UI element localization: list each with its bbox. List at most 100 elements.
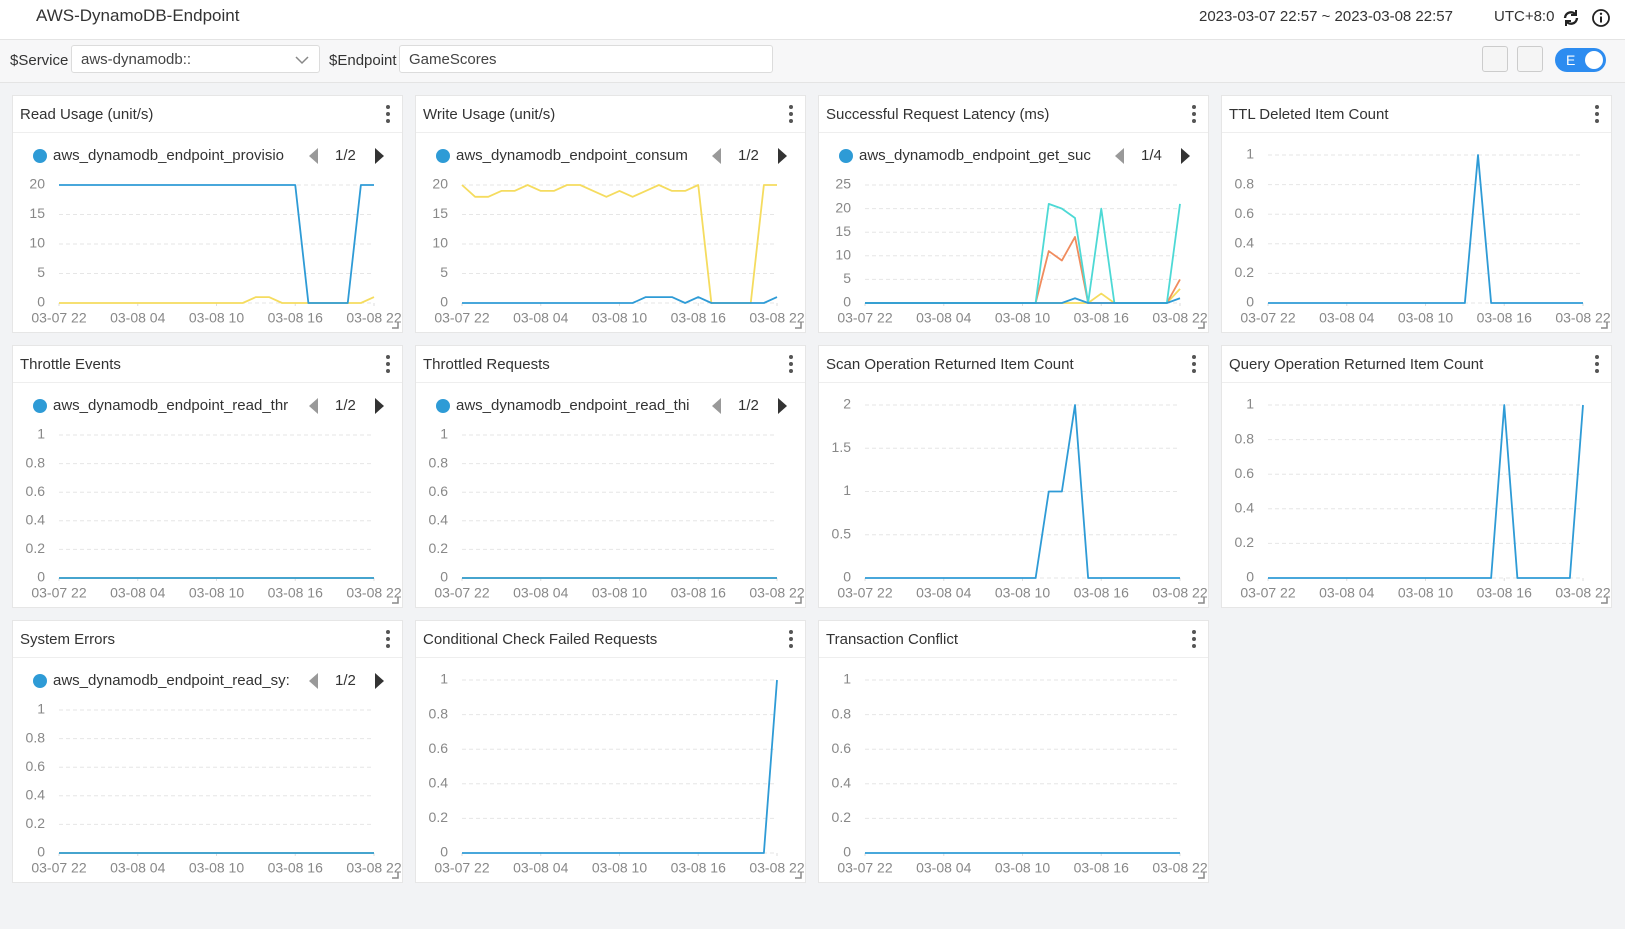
- legend-next[interactable]: [778, 148, 787, 164]
- divider: [13, 657, 402, 658]
- y-tick-label: 25: [835, 176, 851, 192]
- series-line: [462, 679, 778, 854]
- y-tick-label: 0.4: [1235, 235, 1255, 251]
- divider: [13, 132, 402, 133]
- legend-prev[interactable]: [309, 398, 318, 414]
- x-tick-label: 03-08 22: [346, 310, 401, 326]
- legend-next[interactable]: [1181, 148, 1190, 164]
- y-tick-label: 0.4: [26, 512, 46, 528]
- legend-marker: [33, 674, 47, 688]
- x-tick-label: 03-08 16: [671, 310, 726, 326]
- endpoint-input[interactable]: GameScores: [399, 45, 773, 73]
- y-tick-label: 0.8: [1235, 430, 1255, 446]
- y-tick-label: 0.4: [1235, 500, 1255, 516]
- panel-title: Query Operation Returned Item Count: [1229, 356, 1484, 373]
- legend-marker: [33, 149, 47, 163]
- panel: Read Usage (unit/s) aws_dynamodb_endpoint…: [12, 95, 403, 333]
- chart: 0 0.2 0.4 0.6 0.8 1 03-07 22 03-08 04 03-08 10 03…: [1235, 396, 1611, 604]
- y-tick-label: 0: [843, 844, 851, 860]
- time-range[interactable]: 2023-03-07 22:57 ~ 2023-03-08 22:57: [1199, 8, 1453, 25]
- legend-next[interactable]: [778, 398, 787, 414]
- x-tick-label: 03-08 16: [1074, 310, 1129, 326]
- x-tick-label: 03-08 10: [189, 585, 244, 601]
- y-tick-label: 0.2: [429, 809, 449, 825]
- y-tick-label: 0.8: [429, 454, 449, 470]
- panel-menu[interactable]: [1192, 355, 1196, 376]
- panel-menu[interactable]: [1595, 355, 1599, 376]
- top-bar: AWS-DynamoDB-Endpoint 2023-03-07 22:57 ~…: [0, 0, 1625, 40]
- panel-menu[interactable]: [1595, 105, 1599, 126]
- panel-title: System Errors: [20, 631, 116, 648]
- y-tick-label: 0.4: [429, 512, 449, 528]
- legend-prev[interactable]: [1115, 148, 1124, 164]
- panel-menu[interactable]: [1192, 105, 1196, 126]
- legend-prev[interactable]: [712, 398, 721, 414]
- chart: aws_dynamodb_endpoint_read_thr 1/2 0 0.2 0.4…: [26, 397, 402, 604]
- y-tick-label: 0.4: [26, 787, 46, 803]
- legend-prev[interactable]: [309, 148, 318, 164]
- panel-menu[interactable]: [789, 630, 793, 651]
- y-tick-label: 0: [843, 569, 851, 585]
- panel-title: Read Usage (unit/s): [20, 106, 154, 123]
- legend-prev[interactable]: [309, 673, 318, 689]
- edit-toggle[interactable]: E: [1555, 48, 1606, 72]
- series-line: [462, 296, 778, 304]
- y-tick-label: 1: [440, 671, 448, 687]
- series-line: [59, 184, 374, 304]
- y-tick-label: 0.6: [832, 740, 852, 756]
- y-tick-label: 0: [37, 569, 45, 585]
- resize-handle: [1601, 597, 1608, 604]
- y-tick-label: 0.6: [1235, 205, 1255, 221]
- legend-next[interactable]: [375, 148, 384, 164]
- y-tick-label: 5: [37, 264, 45, 280]
- y-tick-label: 20: [835, 199, 851, 215]
- panel-menu[interactable]: [386, 355, 390, 376]
- x-tick-label: 03-08 10: [995, 310, 1050, 326]
- x-tick-label: 03-08 10: [189, 310, 244, 326]
- save-button[interactable]: [1517, 46, 1543, 72]
- panel-menu[interactable]: [789, 355, 793, 376]
- divider: [819, 657, 1208, 658]
- chart: 0 0.5 1 1.5 2 03-07 22 03-08 04 03-08 10 03-08 1…: [832, 396, 1208, 604]
- service-select[interactable]: aws-dynamodb::: [71, 45, 320, 73]
- y-tick-label: 20: [29, 176, 45, 192]
- y-tick-label: 1: [843, 671, 851, 687]
- x-tick-label: 03-08 04: [513, 585, 568, 601]
- chart: 0 0.2 0.4 0.6 0.8 1 03-07 22 03-08 04 03-08 10 03…: [1235, 146, 1611, 329]
- resize-handle: [795, 322, 802, 329]
- x-tick-label: 03-08 04: [916, 860, 971, 876]
- legend-next[interactable]: [375, 673, 384, 689]
- x-tick-label: 03-08 04: [110, 310, 165, 326]
- divider: [1222, 132, 1611, 133]
- legend-prev[interactable]: [712, 148, 721, 164]
- x-tick-label: 03-07 22: [837, 860, 892, 876]
- y-tick-label: 1: [843, 482, 851, 498]
- x-tick-label: 03-07 22: [31, 585, 86, 601]
- refresh-icon[interactable]: [1561, 8, 1581, 28]
- y-tick-label: 0.8: [26, 729, 46, 745]
- divider: [416, 382, 805, 383]
- x-tick-label: 03-08 04: [110, 860, 165, 876]
- legend-next[interactable]: [375, 398, 384, 414]
- y-tick-label: 0.8: [832, 705, 852, 721]
- grid-button[interactable]: [1482, 46, 1508, 72]
- x-tick-label: 03-08 22: [1152, 585, 1207, 601]
- x-tick-label: 03-07 22: [1240, 310, 1295, 326]
- legend-label: aws_dynamodb_endpoint_read_thi: [456, 397, 690, 414]
- x-tick-label: 03-08 22: [1555, 585, 1610, 601]
- x-tick-label: 03-08 22: [749, 585, 804, 601]
- panel-menu[interactable]: [789, 105, 793, 126]
- y-tick-label: 0: [440, 844, 448, 860]
- resize-handle: [795, 872, 802, 879]
- x-tick-label: 03-07 22: [434, 585, 489, 601]
- panel-menu[interactable]: [386, 105, 390, 126]
- x-tick-label: 03-07 22: [31, 860, 86, 876]
- info-icon[interactable]: [1591, 8, 1611, 28]
- panel-menu[interactable]: [1192, 630, 1196, 651]
- timezone[interactable]: UTC+8:0: [1494, 8, 1555, 25]
- y-tick-label: 2: [843, 396, 851, 412]
- panel-title: Successful Request Latency (ms): [826, 106, 1050, 123]
- legend-page: 1/2: [738, 147, 759, 164]
- panel-menu[interactable]: [386, 630, 390, 651]
- series-line: [865, 236, 1181, 304]
